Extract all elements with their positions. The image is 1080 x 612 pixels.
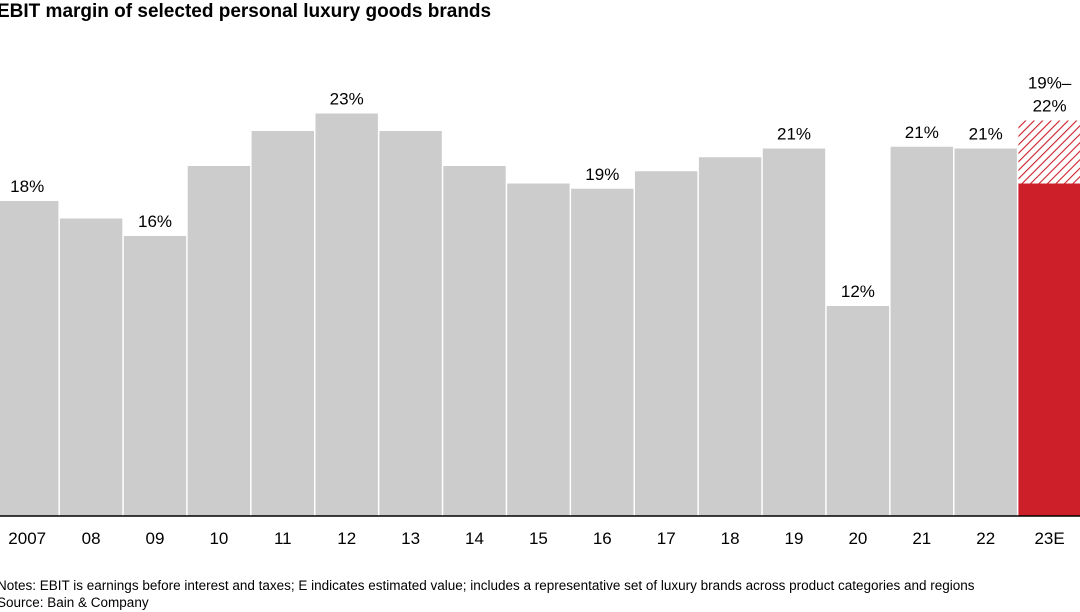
bar-16 — [571, 188, 634, 516]
x-tick-label: 23E — [1034, 529, 1064, 548]
bar-09 — [123, 236, 187, 516]
bar-12 — [315, 113, 378, 516]
bar-11 — [251, 131, 314, 516]
data-label: 23% — [330, 90, 364, 109]
x-tick-label: 20 — [848, 529, 867, 548]
x-tick-label: 2007 — [8, 529, 46, 548]
data-label: 16% — [138, 212, 172, 231]
chart-title: EBIT margin of selected personal luxury … — [0, 1, 492, 22]
estimate-range-hatch — [1018, 120, 1080, 184]
bar-17 — [635, 171, 698, 516]
data-label: 12% — [841, 282, 875, 301]
data-label: 18% — [10, 177, 44, 196]
data-label-range-line2: 22% — [1033, 97, 1067, 116]
data-label: 21% — [777, 125, 811, 144]
bar-2007 — [0, 201, 59, 516]
bar-20 — [826, 306, 890, 516]
x-tick-label: 15 — [529, 529, 548, 548]
bar-23E — [1018, 183, 1080, 516]
data-label-range-line1: 19%– — [1028, 74, 1072, 93]
chart-notes: Notes: EBIT is earnings before interest … — [0, 577, 975, 611]
x-tick-label: 19 — [785, 529, 804, 548]
data-label: 21% — [905, 123, 939, 142]
bar-14 — [443, 166, 506, 516]
x-tick-label: 13 — [401, 529, 420, 548]
x-tick-label: 21 — [912, 529, 931, 548]
bar-19 — [762, 148, 826, 516]
bar-13 — [379, 131, 442, 516]
x-tick-label: 16 — [593, 529, 612, 548]
bar-22 — [954, 148, 1017, 516]
bar-10 — [187, 166, 251, 516]
x-tick-label: 10 — [209, 529, 228, 548]
data-label: 21% — [969, 125, 1003, 144]
x-tick-label: 12 — [337, 529, 356, 548]
x-tick-label: 09 — [146, 529, 165, 548]
bar-15 — [507, 183, 570, 516]
bar-08 — [59, 218, 123, 516]
bar-21 — [890, 146, 953, 516]
data-label: 19% — [585, 165, 619, 184]
notes-text: Notes: EBIT is earnings before interest … — [0, 578, 975, 593]
bars-group — [0, 113, 1080, 516]
x-tick-label: 11 — [274, 529, 292, 548]
x-tick-label: 17 — [657, 529, 676, 548]
bar-chart: 2007 18% 08 09 16% 10 11 12 23% 13 14 15 16 19% 17 18 19… — [0, 74, 1080, 548]
x-tick-label: 18 — [721, 529, 740, 548]
bar-18 — [698, 157, 762, 516]
x-tick-label: 08 — [82, 529, 101, 548]
source-text: Source: Bain & Company — [0, 595, 149, 610]
x-tick-label: 14 — [465, 529, 484, 548]
x-tick-label: 22 — [976, 529, 995, 548]
